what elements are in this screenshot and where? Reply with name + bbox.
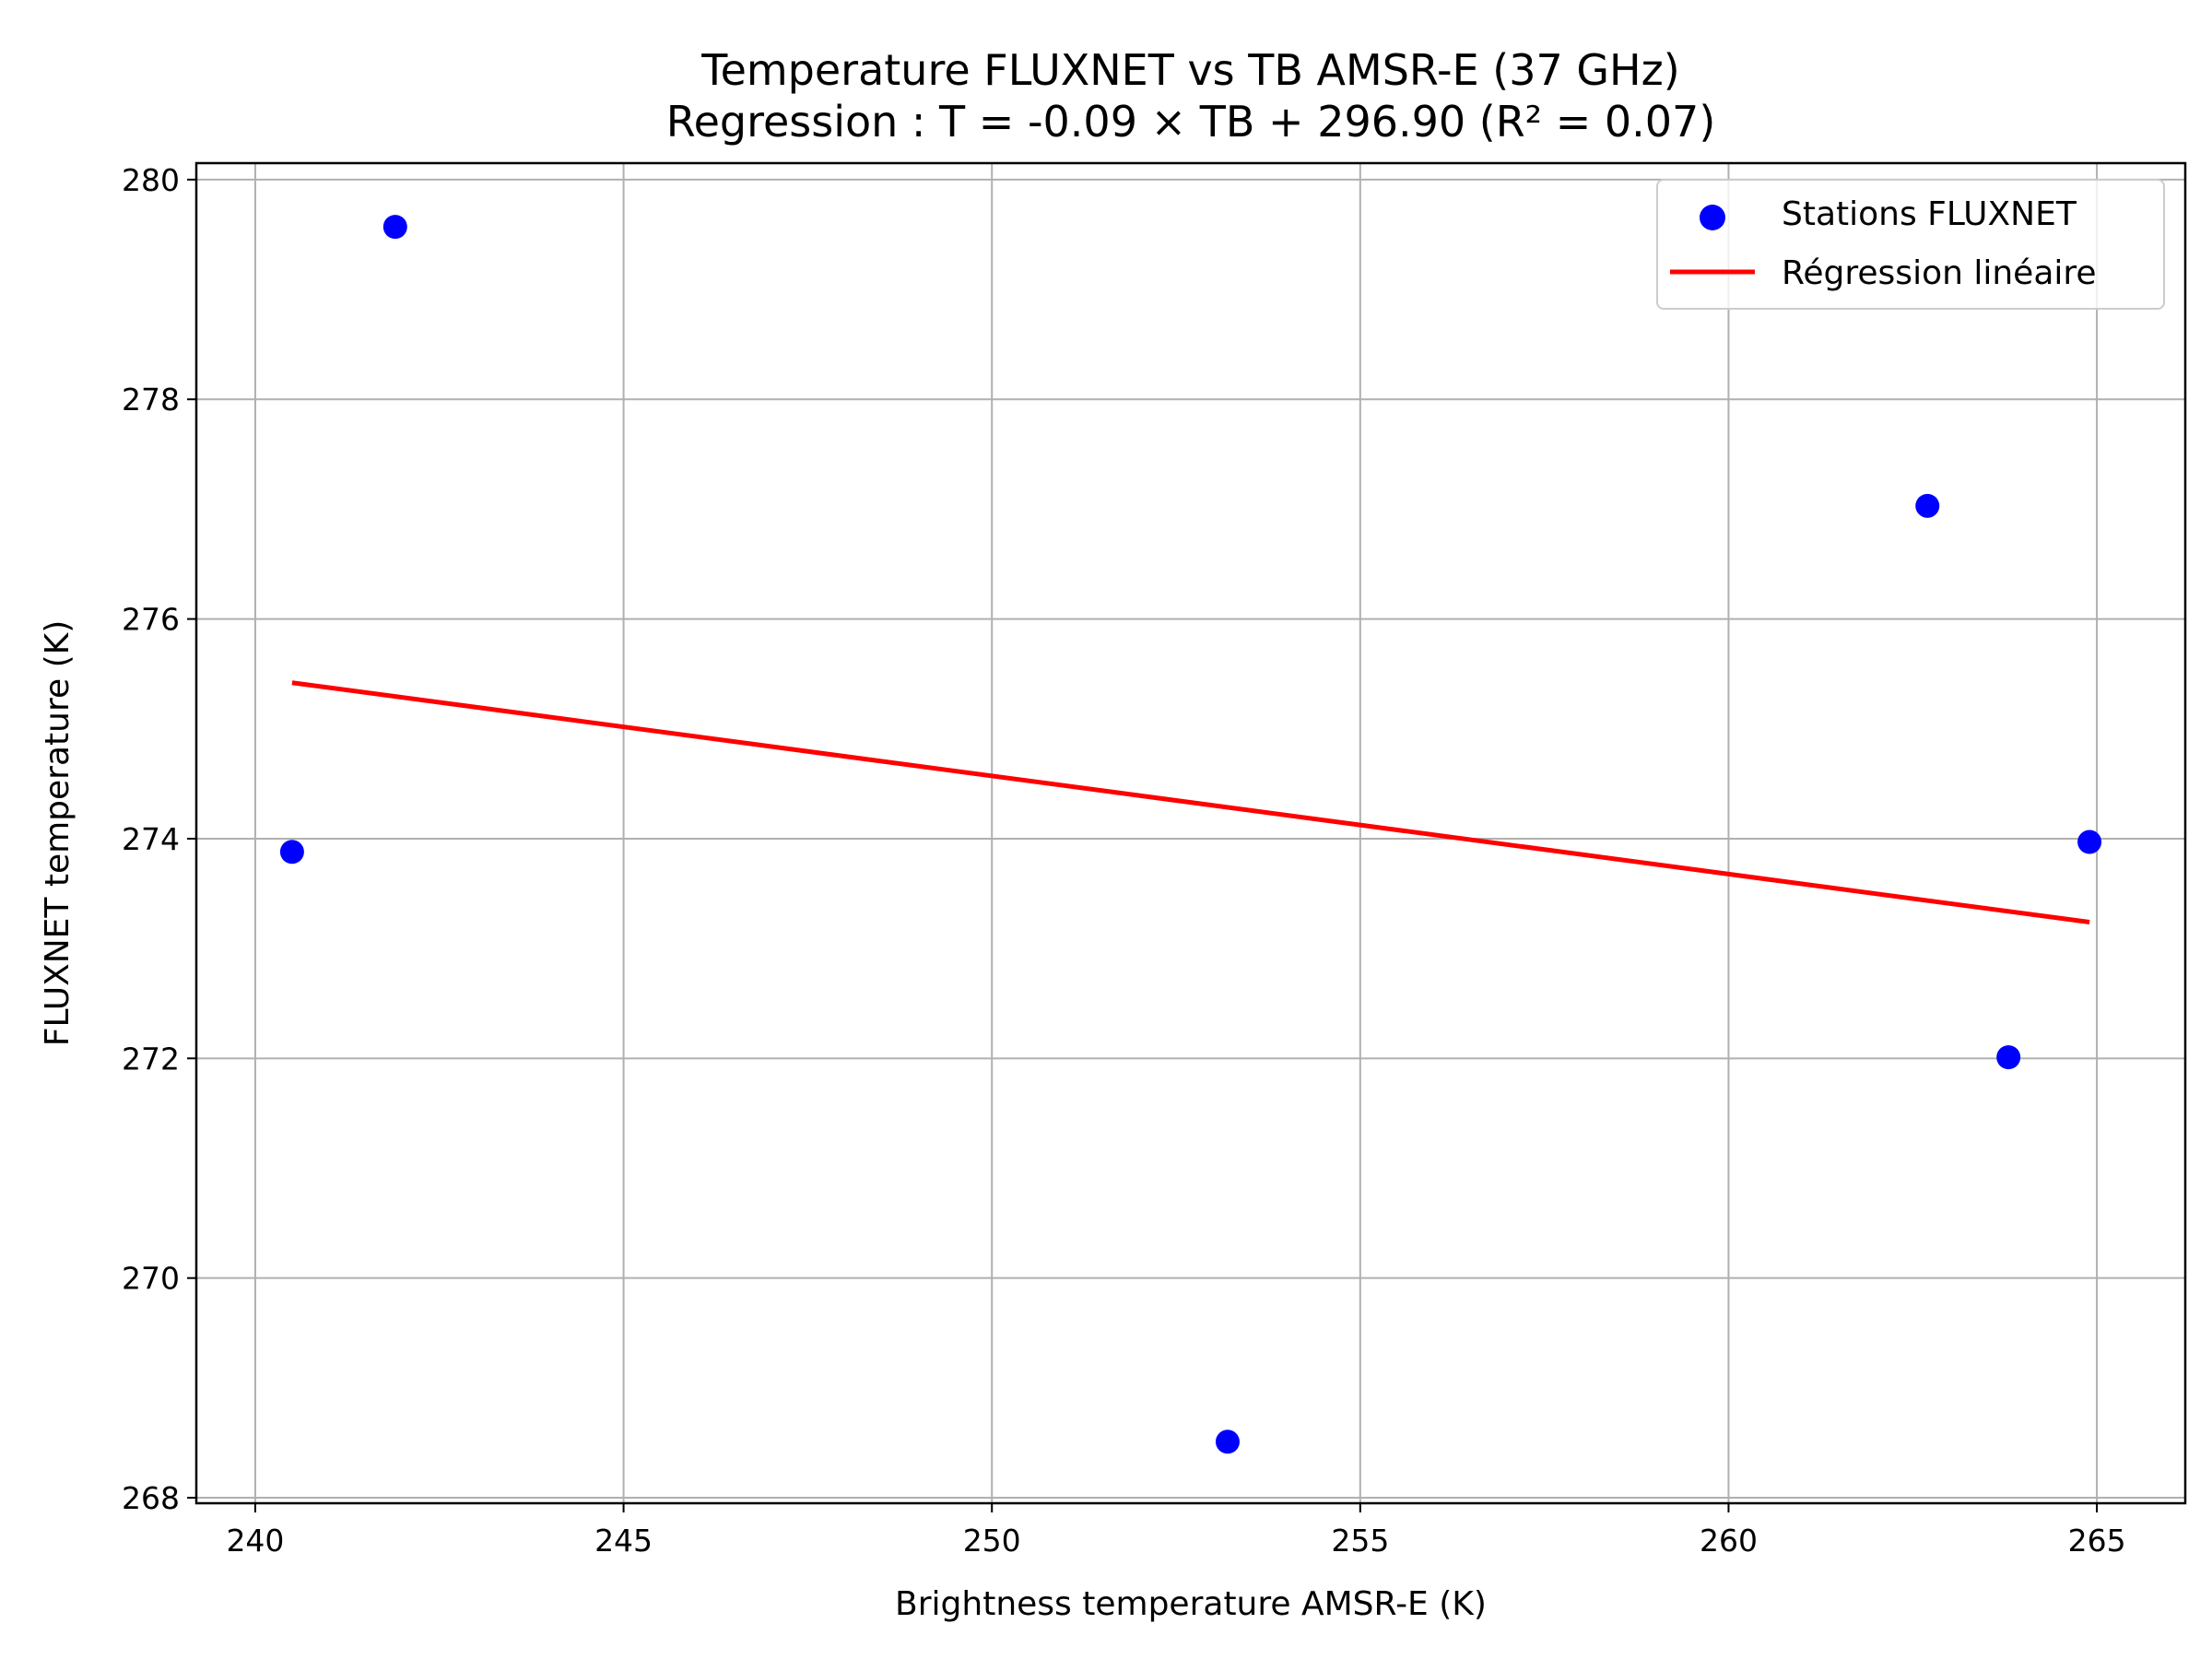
ticks: 240 245 250 255 260 265 268 270 272 274 276 278 280 (122, 162, 2126, 1559)
data-point (1215, 1430, 1240, 1454)
legend-marker-stations (1700, 205, 1725, 230)
axes-frame (194, 161, 2187, 1505)
x-tick-label: 245 (594, 1523, 653, 1559)
data-point (1915, 493, 1940, 518)
data-point (279, 840, 304, 865)
regression-line (291, 680, 2090, 925)
x-tick-label: 250 (963, 1523, 1021, 1559)
y-tick-label: 272 (122, 1041, 180, 1077)
y-tick-label: 270 (122, 1261, 180, 1297)
data-point (1996, 1045, 2021, 1070)
plot-area (279, 215, 2102, 1454)
data-point (2077, 830, 2102, 854)
y-axis-label: FLUXNET temperature (K) (39, 620, 76, 1047)
chart-subtitle: Regression : T = -0.09 × TB + 296.90 (R²… (666, 97, 1716, 147)
chart-title: Temperature FLUXNET vs TB AMSR-E (37 GHz… (700, 45, 1679, 95)
legend-label-regression: Régression linéaire (1782, 254, 2097, 292)
x-tick-label: 265 (2068, 1523, 2126, 1559)
legend-box (1656, 179, 2165, 310)
x-axis-label: Brightness temperature AMSR-E (K) (895, 1585, 1487, 1623)
y-tick-label: 274 (122, 821, 180, 857)
legend-label-stations: Stations FLUXNET (1782, 195, 2077, 233)
x-tick-label: 240 (226, 1523, 284, 1559)
y-tick-label: 276 (122, 602, 180, 638)
x-tick-label: 260 (1700, 1523, 1758, 1559)
y-tick-label: 278 (122, 382, 180, 418)
legend: Stations FLUXNET Régression linéaire (1656, 179, 2165, 310)
y-tick-label: 268 (122, 1480, 180, 1516)
data-point (382, 215, 407, 240)
grid (196, 163, 2185, 1503)
y-tick-label: 280 (122, 162, 180, 198)
x-tick-label: 255 (1331, 1523, 1389, 1559)
